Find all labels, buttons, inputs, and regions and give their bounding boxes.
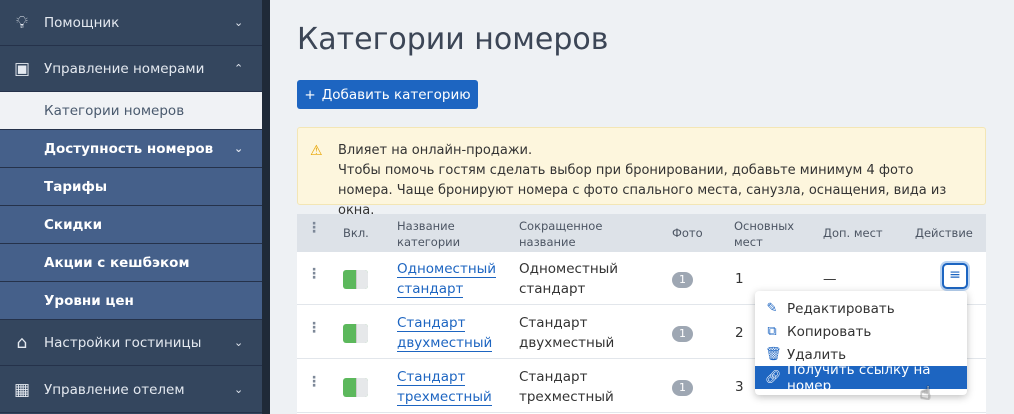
sidebar-item-hotel-management[interactable]: ▦ Управление отелем ⌄ bbox=[0, 367, 262, 413]
category-name-link[interactable]: Одноместный стандарт bbox=[397, 261, 497, 298]
chevron-down-icon: ⌄ bbox=[234, 336, 244, 349]
photo-count-badge[interactable]: 1 bbox=[672, 380, 693, 396]
dashboard-icon: ▦ bbox=[13, 379, 31, 400]
sidebar-item-assistant[interactable]: 💡︎ Помощник ⌄ bbox=[0, 0, 262, 46]
drag-handle-icon[interactable]: ⋮ bbox=[307, 220, 321, 236]
sidebar-item-hotel-settings[interactable]: ⌂ Настройки гостиницы ⌄ bbox=[0, 320, 262, 366]
chevron-down-icon: ⌄ bbox=[234, 142, 244, 155]
menu-icon: ≡ bbox=[949, 267, 961, 283]
chevron-up-icon: ⌃ bbox=[234, 62, 244, 75]
trash-icon: 🗑︎ bbox=[765, 347, 782, 362]
menu-item-edit[interactable]: ✎ Редактировать bbox=[766, 300, 895, 317]
enabled-toggle[interactable] bbox=[343, 324, 368, 343]
chevron-down-icon: ⌄ bbox=[234, 16, 244, 29]
action-dropdown-menu: ✎ Редактировать ⧉ Копировать 🗑︎ Удалить 🔗︎ П… bbox=[755, 291, 967, 395]
sidebar-item-price-levels[interactable]: Уровни цен bbox=[0, 282, 262, 320]
table-header: ⋮ Вкл. Название категории Сокращенное назв… bbox=[297, 214, 986, 252]
category-name-link[interactable]: Стандарт трехместный bbox=[397, 369, 492, 406]
calendar-icon: ▣ bbox=[13, 58, 31, 79]
sidebar: 💡︎ Помощник ⌄ ▣ Управление номерами ⌃ Катего… bbox=[0, 0, 262, 414]
sidebar-item-rates[interactable]: Тарифы bbox=[0, 168, 262, 206]
menu-item-delete[interactable]: 🗑︎ Удалить bbox=[765, 346, 847, 363]
sidebar-item-room-management[interactable]: ▣ Управление номерами ⌃ bbox=[0, 46, 262, 92]
hand-cursor-icon: ☝ bbox=[920, 383, 931, 404]
drag-handle-icon[interactable]: ⋮ bbox=[307, 374, 321, 390]
sidebar-item-discounts[interactable]: Скидки bbox=[0, 206, 262, 244]
table-row: ⋮ Стандарт трехместный Стандарт трехместны… bbox=[297, 360, 986, 413]
action-menu-button[interactable]: ≡ bbox=[942, 263, 968, 289]
main-content: Категории номеров + Добавить категорию ⚠ … bbox=[270, 0, 1014, 414]
lightbulb-icon: 💡︎ bbox=[16, 12, 28, 33]
sidebar-scrollbar[interactable] bbox=[262, 0, 270, 414]
plus-icon: + bbox=[304, 86, 316, 103]
enabled-toggle[interactable] bbox=[343, 270, 368, 289]
photo-count-badge[interactable]: 1 bbox=[672, 326, 693, 342]
copy-icon: ⧉ bbox=[767, 324, 777, 339]
home-icon: ⌂ bbox=[16, 332, 28, 353]
menu-item-get-link[interactable]: 🔗︎ Получить ссылку на номер bbox=[755, 362, 967, 394]
page-title: Категории номеров bbox=[297, 22, 609, 57]
table-row: ⋮ Стандарт двухместный Стандарт двухместны… bbox=[297, 306, 986, 359]
photo-count-badge[interactable]: 1 bbox=[672, 272, 693, 288]
enabled-toggle[interactable] bbox=[343, 378, 368, 397]
sidebar-item-room-availability[interactable]: Доступность номеров ⌄ bbox=[0, 130, 262, 168]
sidebar-item-cashback[interactable]: Акции с кешбэком bbox=[0, 244, 262, 282]
link-icon: 🔗︎ bbox=[765, 370, 782, 385]
chevron-down-icon: ⌄ bbox=[234, 383, 244, 396]
menu-item-copy[interactable]: ⧉ Копировать bbox=[755, 320, 967, 343]
category-name-link[interactable]: Стандарт двухместный bbox=[397, 315, 493, 352]
warning-icon: ⚠ bbox=[310, 143, 323, 159]
drag-handle-icon[interactable]: ⋮ bbox=[307, 266, 321, 282]
sidebar-item-room-categories[interactable]: Категории номеров bbox=[0, 92, 262, 130]
warning-alert: ⚠ Влияет на онлайн-продажи. Чтобы помочь… bbox=[297, 127, 986, 218]
add-category-button[interactable]: + Добавить категорию bbox=[297, 80, 478, 109]
pencil-icon: ✎ bbox=[766, 301, 778, 316]
table-row: ⋮ Одноместный стандарт Одноместный стандар… bbox=[297, 252, 986, 305]
drag-handle-icon[interactable]: ⋮ bbox=[307, 320, 321, 336]
